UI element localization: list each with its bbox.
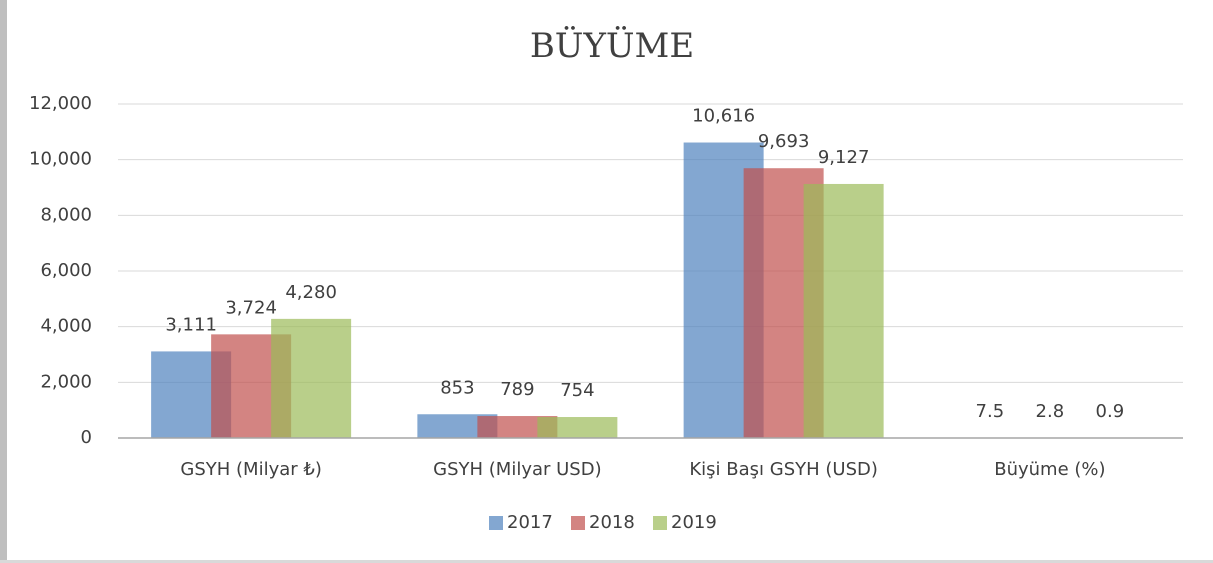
y-tick-label: 6,000 — [40, 260, 92, 281]
value-label: 10,616 — [692, 106, 755, 127]
value-label: 9,693 — [758, 131, 810, 152]
legend-label: 2019 — [671, 512, 717, 533]
x-tick-label: GSYH (Milyar USD) — [433, 459, 601, 480]
y-tick-label: 10,000 — [29, 149, 92, 170]
bar — [271, 318, 352, 438]
value-label: 3,111 — [165, 314, 217, 335]
value-label: 754 — [560, 380, 594, 401]
legend-label: 2017 — [507, 512, 553, 533]
y-tick-label: 8,000 — [40, 204, 92, 225]
value-label: 2.8 — [1036, 401, 1065, 422]
x-tick-label: GSYH (Milyar ₺) — [180, 459, 321, 480]
value-label: 9,127 — [818, 147, 870, 168]
value-label: 7.5 — [976, 401, 1005, 422]
value-label: 0.9 — [1096, 401, 1125, 422]
value-label: 4,280 — [285, 282, 337, 303]
y-tick-label: 12,000 — [29, 93, 92, 114]
left-border — [0, 0, 7, 563]
x-tick-label: Büyüme (%) — [994, 459, 1105, 480]
value-label: 853 — [440, 377, 474, 398]
legend-swatch — [571, 516, 585, 530]
x-tick-label: Kişi Başı GSYH (USD) — [689, 459, 878, 480]
y-tick-label: 4,000 — [40, 316, 92, 337]
value-label: 3,724 — [225, 297, 277, 318]
y-tick-label: 0 — [81, 427, 92, 448]
value-label: 789 — [500, 379, 534, 400]
legend-swatch — [489, 516, 503, 530]
bar — [803, 183, 884, 438]
legend-label: 2018 — [589, 512, 635, 533]
legend-swatch — [653, 516, 667, 530]
bar — [537, 417, 618, 438]
chart-title: BÜYÜME — [530, 25, 694, 66]
bottom-border — [0, 560, 1213, 563]
y-tick-label: 2,000 — [40, 371, 92, 392]
